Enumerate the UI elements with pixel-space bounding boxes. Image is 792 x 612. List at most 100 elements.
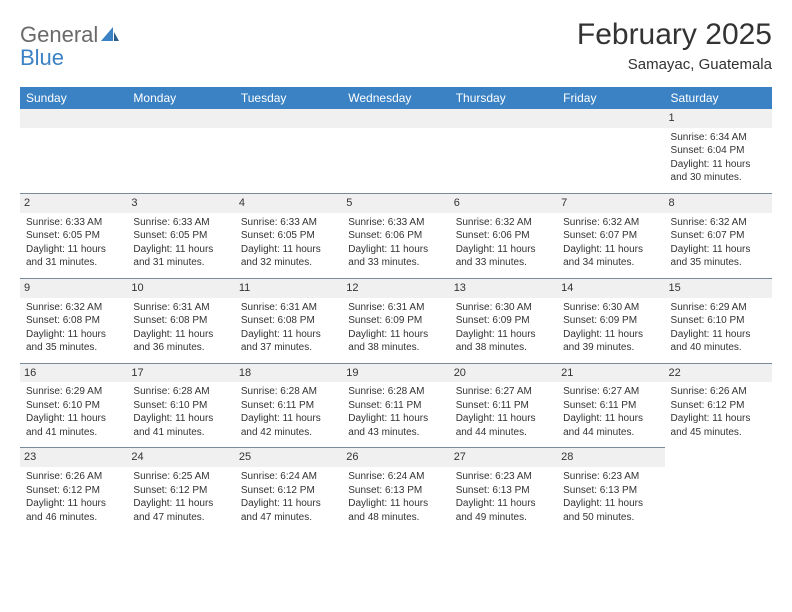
day-detail: Sunrise: 6:23 AM xyxy=(456,470,551,484)
day-detail: Sunset: 6:13 PM xyxy=(348,484,443,498)
day-detail: Sunrise: 6:29 AM xyxy=(26,385,121,399)
empty-band xyxy=(20,109,127,128)
logo-word1: General xyxy=(20,22,98,47)
day-detail: and 37 minutes. xyxy=(241,341,336,355)
day-detail: Sunset: 6:11 PM xyxy=(563,399,658,413)
day-cell: 10Sunrise: 6:31 AMSunset: 6:08 PMDayligh… xyxy=(127,278,234,363)
day-cell: 27Sunrise: 6:23 AMSunset: 6:13 PMDayligh… xyxy=(450,448,557,532)
day-detail: Sunset: 6:13 PM xyxy=(563,484,658,498)
day-detail: Daylight: 11 hours xyxy=(563,497,658,511)
day-number: 12 xyxy=(342,279,449,298)
day-cell: 23Sunrise: 6:26 AMSunset: 6:12 PMDayligh… xyxy=(20,448,127,532)
weekday-header: Wednesday xyxy=(342,87,449,109)
day-number: 25 xyxy=(235,448,342,467)
day-detail: Daylight: 11 hours xyxy=(671,328,766,342)
day-detail: Daylight: 11 hours xyxy=(241,412,336,426)
day-cell: 9Sunrise: 6:32 AMSunset: 6:08 PMDaylight… xyxy=(20,278,127,363)
day-detail: Sunrise: 6:29 AM xyxy=(671,301,766,315)
page-header: General Blue February 2025 Samayac, Guat… xyxy=(20,18,772,73)
day-detail: Sunrise: 6:33 AM xyxy=(26,216,121,230)
day-detail: and 47 minutes. xyxy=(241,511,336,525)
day-detail: Sunrise: 6:31 AM xyxy=(241,301,336,315)
day-cell: 25Sunrise: 6:24 AMSunset: 6:12 PMDayligh… xyxy=(235,448,342,532)
day-detail: Sunrise: 6:33 AM xyxy=(241,216,336,230)
day-number: 19 xyxy=(342,364,449,383)
day-detail: Sunrise: 6:28 AM xyxy=(133,385,228,399)
day-detail: Sunset: 6:08 PM xyxy=(26,314,121,328)
day-detail: Sunset: 6:06 PM xyxy=(348,229,443,243)
day-cell xyxy=(235,109,342,193)
weekday-header: Sunday xyxy=(20,87,127,109)
day-cell: 5Sunrise: 6:33 AMSunset: 6:06 PMDaylight… xyxy=(342,193,449,278)
day-detail: Daylight: 11 hours xyxy=(456,497,551,511)
day-number: 20 xyxy=(450,364,557,383)
page-title: February 2025 xyxy=(577,18,772,52)
day-number: 21 xyxy=(557,364,664,383)
day-detail: Sunset: 6:10 PM xyxy=(671,314,766,328)
weekday-header: Thursday xyxy=(450,87,557,109)
day-detail: Sunrise: 6:30 AM xyxy=(563,301,658,315)
day-number: 8 xyxy=(665,194,772,213)
day-detail: Daylight: 11 hours xyxy=(456,412,551,426)
day-number: 26 xyxy=(342,448,449,467)
day-detail: Sunrise: 6:31 AM xyxy=(348,301,443,315)
day-detail: and 41 minutes. xyxy=(26,426,121,440)
day-detail: and 49 minutes. xyxy=(456,511,551,525)
day-detail: Sunset: 6:09 PM xyxy=(456,314,551,328)
day-detail: Sunrise: 6:32 AM xyxy=(563,216,658,230)
day-detail: Sunrise: 6:24 AM xyxy=(348,470,443,484)
weekday-header-row: Sunday Monday Tuesday Wednesday Thursday… xyxy=(20,87,772,109)
day-cell xyxy=(450,109,557,193)
day-cell: 2Sunrise: 6:33 AMSunset: 6:05 PMDaylight… xyxy=(20,193,127,278)
day-detail: and 41 minutes. xyxy=(133,426,228,440)
day-number: 22 xyxy=(665,364,772,383)
day-number: 14 xyxy=(557,279,664,298)
calendar-row: 1Sunrise: 6:34 AMSunset: 6:04 PMDaylight… xyxy=(20,109,772,193)
weekday-header: Tuesday xyxy=(235,87,342,109)
day-cell: 11Sunrise: 6:31 AMSunset: 6:08 PMDayligh… xyxy=(235,278,342,363)
day-detail: Daylight: 11 hours xyxy=(241,328,336,342)
day-detail: Daylight: 11 hours xyxy=(563,328,658,342)
day-cell: 17Sunrise: 6:28 AMSunset: 6:10 PMDayligh… xyxy=(127,363,234,448)
calendar-row: 9Sunrise: 6:32 AMSunset: 6:08 PMDaylight… xyxy=(20,278,772,363)
day-number: 2 xyxy=(20,194,127,213)
day-detail: Sunrise: 6:25 AM xyxy=(133,470,228,484)
day-number: 7 xyxy=(557,194,664,213)
day-cell: 8Sunrise: 6:32 AMSunset: 6:07 PMDaylight… xyxy=(665,193,772,278)
day-detail: and 33 minutes. xyxy=(456,256,551,270)
weekday-header: Saturday xyxy=(665,87,772,109)
day-detail: Sunset: 6:09 PM xyxy=(348,314,443,328)
logo-word2: Blue xyxy=(20,45,64,70)
day-cell xyxy=(665,448,772,532)
day-detail: Sunset: 6:12 PM xyxy=(671,399,766,413)
day-detail: Sunset: 6:11 PM xyxy=(241,399,336,413)
weekday-header: Friday xyxy=(557,87,664,109)
day-number: 24 xyxy=(127,448,234,467)
day-detail: Sunrise: 6:32 AM xyxy=(26,301,121,315)
day-detail: Sunset: 6:09 PM xyxy=(563,314,658,328)
day-cell xyxy=(557,109,664,193)
day-cell: 4Sunrise: 6:33 AMSunset: 6:05 PMDaylight… xyxy=(235,193,342,278)
day-number: 4 xyxy=(235,194,342,213)
day-cell: 24Sunrise: 6:25 AMSunset: 6:12 PMDayligh… xyxy=(127,448,234,532)
empty-band xyxy=(235,109,342,128)
day-detail: and 47 minutes. xyxy=(133,511,228,525)
day-detail: Daylight: 11 hours xyxy=(133,497,228,511)
day-cell: 19Sunrise: 6:28 AMSunset: 6:11 PMDayligh… xyxy=(342,363,449,448)
calendar-table: Sunday Monday Tuesday Wednesday Thursday… xyxy=(20,87,772,532)
day-detail: Daylight: 11 hours xyxy=(26,243,121,257)
logo: General Blue xyxy=(20,24,120,70)
empty-band xyxy=(450,109,557,128)
title-block: February 2025 Samayac, Guatemala xyxy=(577,18,772,73)
day-detail: Sunrise: 6:28 AM xyxy=(348,385,443,399)
day-detail: Sunrise: 6:33 AM xyxy=(133,216,228,230)
day-detail: Daylight: 11 hours xyxy=(133,412,228,426)
day-detail: Sunset: 6:07 PM xyxy=(671,229,766,243)
day-detail: Sunset: 6:08 PM xyxy=(133,314,228,328)
day-detail: Daylight: 11 hours xyxy=(26,497,121,511)
day-detail: and 38 minutes. xyxy=(456,341,551,355)
day-number: 9 xyxy=(20,279,127,298)
day-detail: Sunrise: 6:26 AM xyxy=(671,385,766,399)
day-detail: Sunrise: 6:30 AM xyxy=(456,301,551,315)
day-cell: 1Sunrise: 6:34 AMSunset: 6:04 PMDaylight… xyxy=(665,109,772,193)
